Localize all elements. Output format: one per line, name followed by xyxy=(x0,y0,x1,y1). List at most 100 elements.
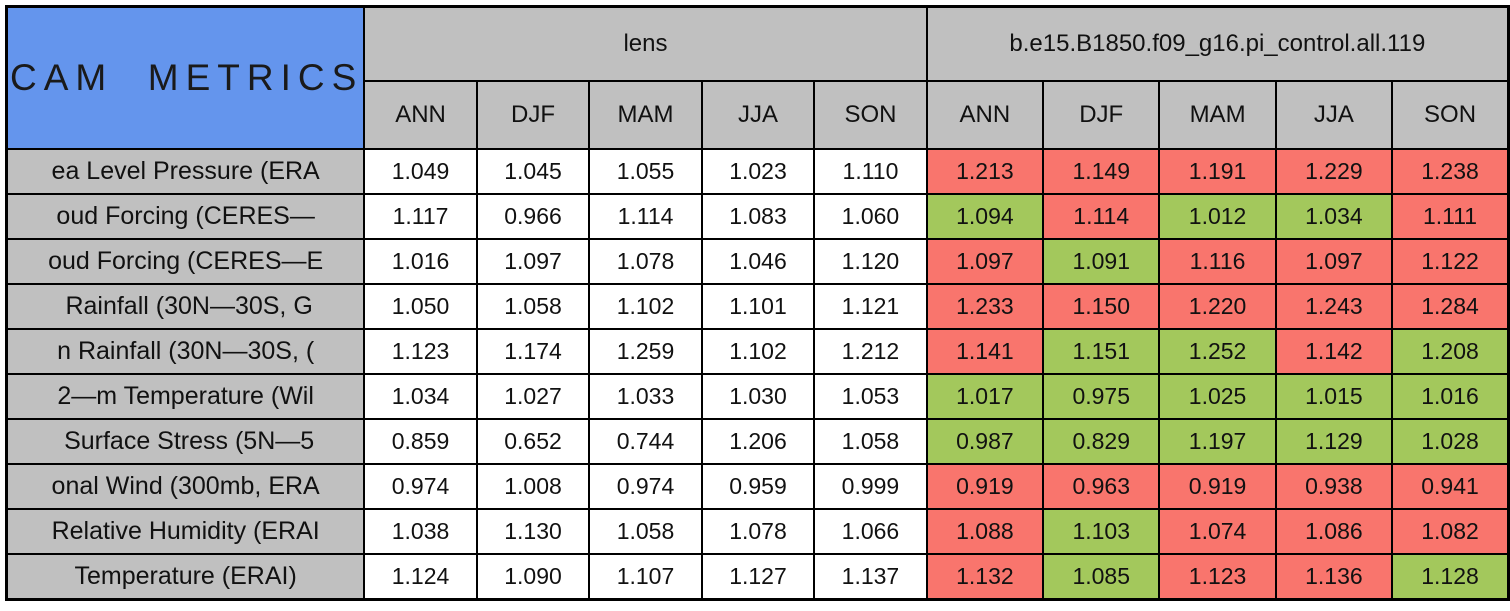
model-value-cell-red: 1.097 xyxy=(1274,238,1394,285)
table-row: ea Level Pressure (ERA 1.049 1.045 1.055 1.0… xyxy=(5,148,1510,195)
lens-value-cell: 1.078 xyxy=(700,508,816,555)
model-value-cell-green: 1.085 xyxy=(1042,553,1161,601)
lens-value-cell: 1.033 xyxy=(588,373,703,420)
lens-value-cell: 0.744 xyxy=(588,418,703,465)
lens-value-cell: 1.206 xyxy=(700,418,816,465)
season-header-model-jja: JJA xyxy=(1274,80,1394,150)
model-value-cell-green: 1.151 xyxy=(1042,328,1161,375)
model-value-cell-green: 1.208 xyxy=(1391,328,1510,375)
lens-value-cell: 1.008 xyxy=(475,463,591,510)
model-value-cell-red: 1.122 xyxy=(1391,238,1510,285)
lens-value-cell: 1.107 xyxy=(588,553,703,601)
model-value-cell-red: 1.136 xyxy=(1274,553,1394,601)
model-value-cell-red: 1.191 xyxy=(1158,148,1277,195)
table-row: oud Forcing (CERES— 1.117 0.966 1.114 1.083 1… xyxy=(5,193,1510,240)
model-value-cell-red: 0.941 xyxy=(1391,463,1510,510)
lens-value-cell: 1.066 xyxy=(813,508,928,555)
model-value-cell-red: 1.243 xyxy=(1274,283,1394,330)
model-value-cell-red: 1.086 xyxy=(1274,508,1394,555)
model-value-cell-red: 0.963 xyxy=(1042,463,1161,510)
table-body: ea Level Pressure (ERA 1.049 1.045 1.055 1.0… xyxy=(5,148,1510,601)
model-value-cell-red: 1.097 xyxy=(925,238,1045,285)
lens-value-cell: 1.058 xyxy=(588,508,703,555)
model-value-cell-red: 1.238 xyxy=(1391,148,1510,195)
lens-value-cell: 1.030 xyxy=(700,373,816,420)
model-value-cell-red: 1.123 xyxy=(1158,553,1277,601)
season-header-model-ann: ANN xyxy=(925,80,1045,150)
table-row: Rainfall (30N—30S, G 1.050 1.058 1.102 1.101… xyxy=(5,283,1510,330)
model-value-cell-green: 1.028 xyxy=(1391,418,1510,465)
lens-value-cell: 1.114 xyxy=(588,193,703,240)
lens-value-cell: 1.058 xyxy=(475,283,591,330)
lens-value-cell: 1.102 xyxy=(700,328,816,375)
model-value-cell-red: 1.229 xyxy=(1274,148,1394,195)
lens-value-cell: 1.023 xyxy=(700,148,816,195)
lens-value-cell: 1.123 xyxy=(363,328,478,375)
table-row: 2—m Temperature (Wil 1.034 1.027 1.033 1.030… xyxy=(5,373,1510,420)
table-row: Surface Stress (5N—5 0.859 0.652 0.744 1.206… xyxy=(5,418,1510,465)
model-value-cell-green: 0.975 xyxy=(1042,373,1161,420)
lens-value-cell: 1.117 xyxy=(363,193,478,240)
lens-value-cell: 1.127 xyxy=(700,553,816,601)
row-label: ea Level Pressure (ERA xyxy=(5,148,366,195)
season-header-lens-ann: ANN xyxy=(363,80,478,150)
lens-value-cell: 0.959 xyxy=(700,463,816,510)
page-title: CAM METRICS xyxy=(10,57,364,98)
model-value-cell-green: 1.197 xyxy=(1158,418,1277,465)
row-label: Rainfall (30N—30S, G xyxy=(5,283,366,330)
table-row: Relative Humidity (ERAI 1.038 1.130 1.058 1.… xyxy=(5,508,1510,555)
lens-value-cell: 1.124 xyxy=(363,553,478,601)
model-value-cell-green: 1.094 xyxy=(925,193,1045,240)
group-header-lens: lens xyxy=(363,5,928,82)
lens-value-cell: 1.120 xyxy=(813,238,928,285)
lens-value-cell: 1.049 xyxy=(363,148,478,195)
lens-value-cell: 1.016 xyxy=(363,238,478,285)
lens-value-cell: 0.974 xyxy=(363,463,478,510)
model-value-cell-red: 1.150 xyxy=(1042,283,1161,330)
lens-value-cell: 1.130 xyxy=(475,508,591,555)
model-value-cell-red: 1.074 xyxy=(1158,508,1277,555)
group-header-model-run: b.e15.B1850.f09_g16.pi_control.all.119 xyxy=(925,5,1510,82)
row-label: Relative Humidity (ERAI xyxy=(5,508,366,555)
row-label: Surface Stress (5N—5 xyxy=(5,418,366,465)
model-value-cell-green: 1.091 xyxy=(1042,238,1161,285)
season-header-lens-jja: JJA xyxy=(700,80,816,150)
model-value-cell-green: 1.025 xyxy=(1158,373,1277,420)
lens-value-cell: 1.102 xyxy=(588,283,703,330)
season-header-model-djf: DJF xyxy=(1042,80,1161,150)
model-value-cell-red: 1.141 xyxy=(925,328,1045,375)
corner-cell: CAM METRICS xyxy=(5,5,366,150)
table-row: oud Forcing (CERES—E 1.016 1.097 1.078 1.046… xyxy=(5,238,1510,285)
model-value-cell-red: 1.284 xyxy=(1391,283,1510,330)
lens-value-cell: 1.078 xyxy=(588,238,703,285)
season-header-model-mam: MAM xyxy=(1158,80,1277,150)
model-value-cell-red: 1.213 xyxy=(925,148,1045,195)
model-value-cell-red: 0.938 xyxy=(1274,463,1394,510)
model-value-cell-green: 1.015 xyxy=(1274,373,1394,420)
lens-value-cell: 1.101 xyxy=(700,283,816,330)
model-value-cell-red: 1.149 xyxy=(1042,148,1161,195)
model-value-cell-red: 1.088 xyxy=(925,508,1045,555)
model-value-cell-green: 1.103 xyxy=(1042,508,1161,555)
table-row: Temperature (ERAI) 1.124 1.090 1.107 1.127 1.… xyxy=(5,553,1510,601)
lens-value-cell: 1.046 xyxy=(700,238,816,285)
lens-value-cell: 0.999 xyxy=(813,463,928,510)
lens-value-cell: 1.110 xyxy=(813,148,928,195)
model-value-cell-green: 1.012 xyxy=(1158,193,1277,240)
model-value-cell-red: 1.142 xyxy=(1274,328,1394,375)
row-label: oud Forcing (CERES—E xyxy=(5,238,366,285)
lens-value-cell: 1.055 xyxy=(588,148,703,195)
model-value-cell-red: 1.111 xyxy=(1391,193,1510,240)
model-value-cell-red: 1.114 xyxy=(1042,193,1161,240)
table-row: n Rainfall (30N—30S, (1.123 1.174 1.259 1.1… xyxy=(5,328,1510,375)
lens-value-cell: 1.090 xyxy=(475,553,591,601)
lens-value-cell: 1.083 xyxy=(700,193,816,240)
lens-value-cell: 1.121 xyxy=(813,283,928,330)
row-label: oud Forcing (CERES— xyxy=(5,193,366,240)
model-value-cell-red: 1.132 xyxy=(925,553,1045,601)
model-value-cell-green: 1.034 xyxy=(1274,193,1394,240)
model-value-cell-green: 1.128 xyxy=(1391,553,1510,601)
lens-value-cell: 1.058 xyxy=(813,418,928,465)
lens-value-cell: 0.859 xyxy=(363,418,478,465)
model-value-cell-green: 1.016 xyxy=(1391,373,1510,420)
